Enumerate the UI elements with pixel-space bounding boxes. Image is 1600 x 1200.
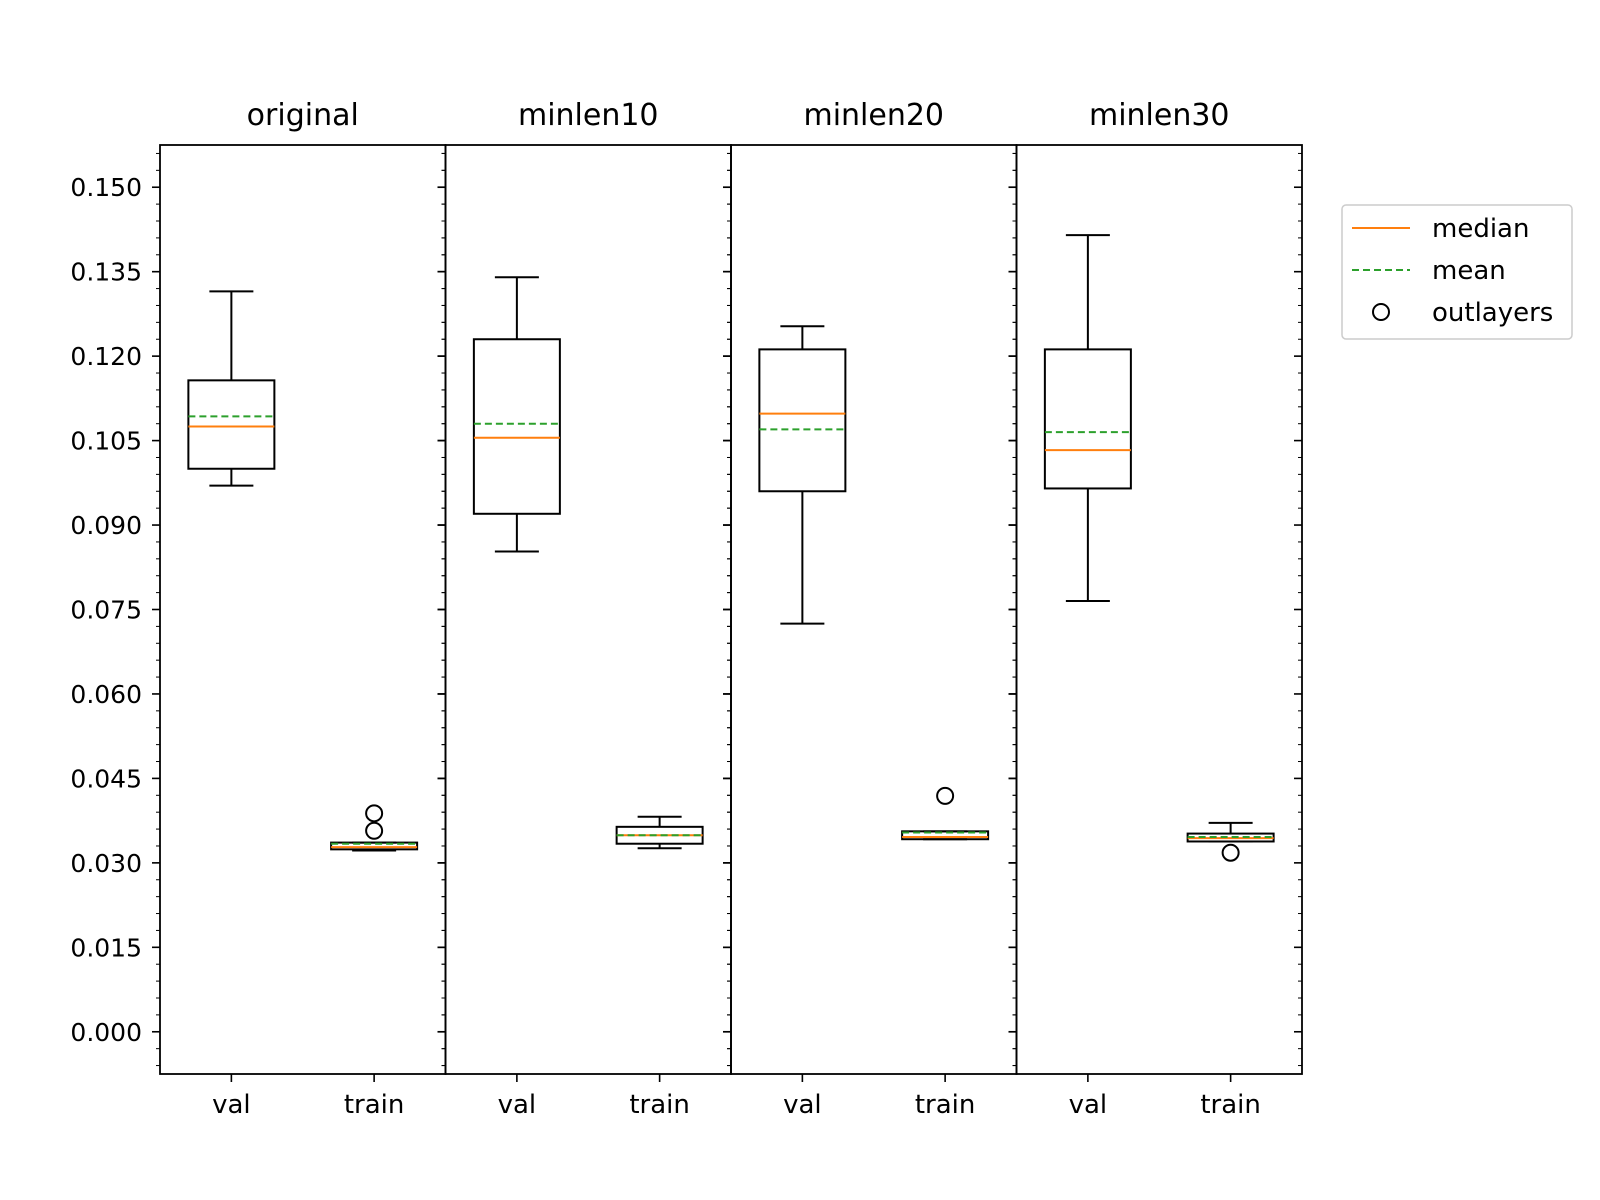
y-tick-label: 0.120 <box>70 342 142 371</box>
panel-frame <box>159 144 447 1075</box>
outlier-point <box>1221 843 1240 862</box>
x-tick-label: train <box>1200 1090 1261 1120</box>
box-val <box>472 276 561 553</box>
panel-frame <box>730 144 1018 1075</box>
panel-title: minlen10 <box>518 98 659 133</box>
iqr-box <box>901 830 990 841</box>
legend-outlier-label: outlayers <box>1432 298 1553 328</box>
panel-original: original val train <box>159 98 447 1120</box>
iqr-box <box>330 841 419 851</box>
x-tick-label: val <box>1069 1090 1108 1120</box>
iqr-box <box>187 379 276 470</box>
iqr-box <box>758 348 847 493</box>
iqr-box <box>472 338 561 515</box>
panel-minlen20: minlen20 val train <box>723 98 1018 1120</box>
box-train <box>901 786 990 841</box>
box-train <box>615 815 704 850</box>
box-val <box>1043 234 1132 603</box>
outlier-point <box>365 804 384 823</box>
outlier-point <box>936 786 955 805</box>
panel-title: minlen20 <box>803 98 944 133</box>
x-tick-label: train <box>915 1090 976 1120</box>
y-tick-label: 0.015 <box>70 933 142 962</box>
x-tick-label: val <box>498 1090 537 1120</box>
y-axis: 0.000 0.015 0.030 0.045 0.060 0.075 0.090 0.105… <box>70 152 160 1067</box>
panel-title: original <box>247 98 359 133</box>
x-tick-label: train <box>629 1090 690 1120</box>
box-train <box>330 804 419 852</box>
panel-frame <box>444 144 732 1075</box>
y-tick-label: 0.045 <box>70 764 142 793</box>
box-train <box>1186 821 1275 862</box>
iqr-box <box>1043 348 1132 490</box>
y-tick-label: 0.150 <box>70 173 142 202</box>
legend: median mean outlayers <box>1341 204 1573 340</box>
y-tick-label: 0.135 <box>70 258 142 287</box>
panel-title: minlen30 <box>1089 98 1230 133</box>
y-tick-label: 0.060 <box>70 680 142 709</box>
y-tick-label: 0.105 <box>70 427 142 456</box>
x-tick-label: train <box>344 1090 405 1120</box>
legend-outlier-marker <box>1372 303 1390 321</box>
legend-frame <box>1341 204 1573 340</box>
legend-mean-label: mean <box>1432 256 1506 286</box>
panel-minlen10: minlen10 val train <box>437 98 732 1120</box>
legend-median-label: median <box>1432 214 1529 244</box>
outlier-point <box>365 821 384 840</box>
box-val <box>187 290 276 487</box>
y-tick-label: 0.075 <box>70 596 142 625</box>
panel-frame <box>1015 144 1303 1075</box>
box-val <box>758 325 847 625</box>
x-tick-label: val <box>212 1090 251 1120</box>
y-tick-label: 0.030 <box>70 849 142 878</box>
y-tick-label: 0.000 <box>70 1018 142 1047</box>
y-tick-label: 0.090 <box>70 511 142 540</box>
panel-minlen30: minlen30 val train <box>1008 98 1303 1120</box>
x-tick-label: val <box>783 1090 822 1120</box>
